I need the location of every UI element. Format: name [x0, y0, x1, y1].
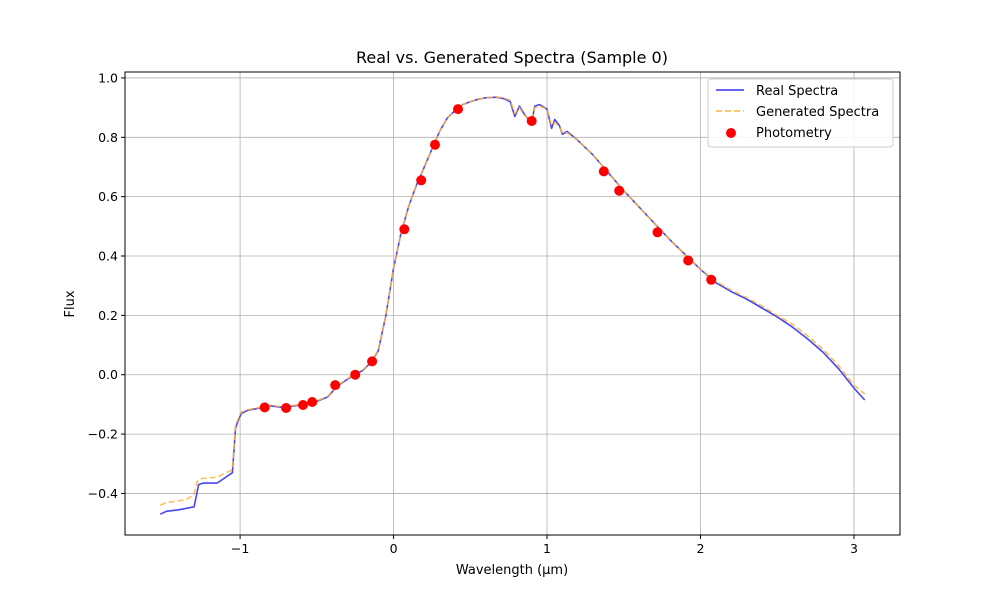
- y-tick-label: 0.0: [98, 367, 118, 382]
- y-tick-label: 0.8: [98, 130, 118, 145]
- photometry-point: [259, 402, 270, 413]
- series-lines: [159, 96, 866, 515]
- x-tick-label: 0: [390, 541, 398, 556]
- photometry-point: [614, 185, 625, 196]
- legend-generated-label: Generated Spectra: [756, 105, 879, 120]
- x-tick-label: −1: [231, 541, 249, 556]
- photometry-point: [598, 166, 609, 177]
- generated-spectra-line: [159, 96, 866, 507]
- photometry-point: [281, 403, 292, 413]
- photometry-point: [683, 255, 694, 266]
- plot-frame: [124, 71, 901, 536]
- x-axis-label: Wavelength (µm): [456, 563, 568, 578]
- axis-ticks: −1 0 1 2 3 −0.4 −0.2 0.0 0.2 0.4 0.6 0.8 1.0: [88, 70, 858, 556]
- legend-box: [707, 78, 894, 148]
- photometry-point: [652, 227, 663, 238]
- photometry-point: [526, 116, 537, 126]
- legend: Real Spectra Generated Spectra Photometr…: [707, 78, 894, 148]
- photometry-point: [453, 104, 463, 115]
- photometry-point: [416, 175, 427, 186]
- legend-photometry-label: Photometry: [756, 126, 832, 141]
- photometry-points: [259, 104, 717, 413]
- y-tick-label: 0.2: [98, 308, 118, 323]
- photometry-point: [706, 274, 717, 285]
- chart-title: Real vs. Generated Spectra (Sample 0): [356, 48, 668, 67]
- photometry-point: [430, 139, 440, 150]
- y-tick-label: 0.4: [98, 249, 118, 264]
- y-tick-label: −0.2: [88, 427, 118, 442]
- photometry-point: [367, 356, 378, 367]
- grid: [125, 72, 900, 535]
- photometry-point: [330, 380, 341, 391]
- x-tick-label: 1: [543, 541, 551, 556]
- y-tick-label: 0.6: [98, 189, 118, 204]
- x-tick-label: 2: [697, 541, 705, 556]
- y-axis-label: Flux: [63, 290, 78, 317]
- photometry-point: [307, 397, 318, 407]
- legend-real-label: Real Spectra: [756, 84, 838, 99]
- y-tick-label: −0.4: [88, 486, 118, 501]
- photometry-point: [350, 369, 361, 380]
- photometry-point: [399, 224, 410, 235]
- x-tick-label: 3: [850, 541, 858, 556]
- photometry-point: [298, 400, 308, 410]
- y-tick-label: 1.0: [98, 70, 118, 85]
- legend-photometry-marker: [726, 128, 736, 138]
